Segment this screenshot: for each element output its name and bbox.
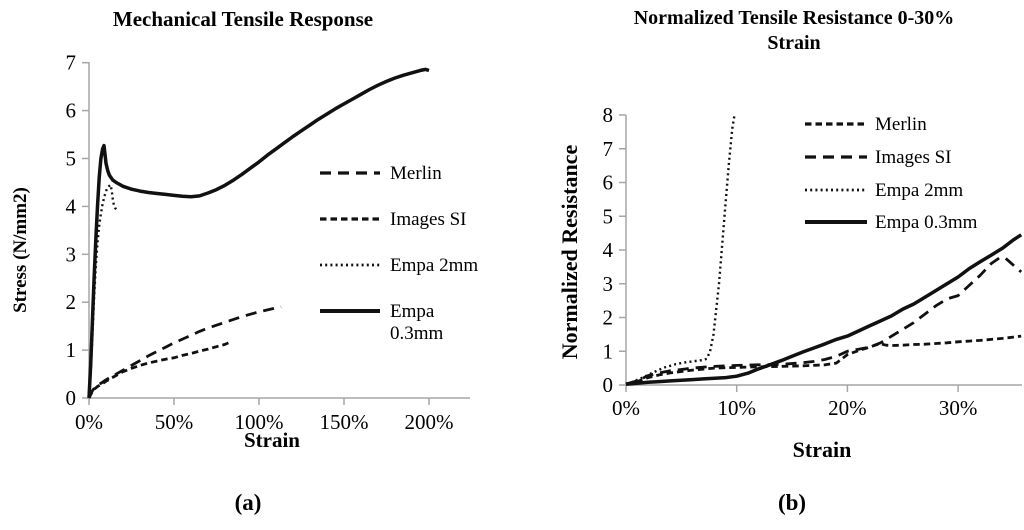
- legend-label-empa-0-3mm: Empa 0.3mm: [875, 212, 978, 233]
- series-empa-0-3mm: [625, 233, 1023, 387]
- x-tick-label: 150%: [320, 410, 369, 434]
- chart-b-title-line-2: Strain: [767, 32, 821, 54]
- chart-b-x-axis-label: Strain: [792, 437, 852, 462]
- y-tick-label: 0: [66, 386, 77, 410]
- caption-b: (b): [777, 490, 807, 515]
- legend-label-empa-2mm: Empa 2mm: [390, 255, 478, 276]
- legend-label-images-si: Images SI: [875, 147, 952, 168]
- chart-b-y-axis-label: Normalized Resistance: [557, 144, 582, 360]
- legend-label-empa-2mm: Empa 2mm: [875, 180, 963, 201]
- legend-label-images-si: Images SI: [390, 209, 467, 230]
- x-tick-label: 30%: [939, 396, 978, 420]
- chart-b-title: Normalized Tensile Resistance 0-30% Stra…: [574, 6, 1014, 56]
- y-tick-label: 0: [603, 373, 614, 397]
- y-tick-label: 5: [66, 147, 77, 171]
- legend-label-empa-0-3mm: Empa 0.3mm: [390, 301, 444, 344]
- y-tick-label: 2: [603, 306, 614, 330]
- series-empa-0-3mm: [87, 67, 430, 399]
- x-tick-label: 50%: [155, 410, 194, 434]
- y-tick-label: 4: [66, 194, 77, 218]
- y-tick-label: 2: [66, 290, 77, 314]
- x-tick-label: 0%: [75, 410, 103, 434]
- series-images-si: [625, 255, 1023, 386]
- y-tick-label: 6: [603, 171, 614, 195]
- chart-a-title: Mechanical Tensile Response: [112, 7, 374, 31]
- y-tick-label: 7: [66, 51, 77, 75]
- caption-a: (a): [234, 490, 262, 515]
- figure-panel-a: 0 1 2 3 4 5 6 7 0% 50% 100% 150% 200% Merlin Images SI…: [10, 7, 479, 515]
- y-tick-label: 1: [603, 339, 614, 363]
- y-tick-label: 3: [603, 272, 614, 296]
- figure-panel-b: 0 1 2 3 4 5 6 7 8 0% 10% 20% 30% Merlin Images SI Empa …: [512, 0, 1024, 530]
- x-tick-label: 20%: [828, 396, 867, 420]
- y-tick-label: 8: [603, 103, 614, 127]
- x-tick-label: 10%: [717, 396, 756, 420]
- y-tick-label: 6: [66, 99, 77, 123]
- chart-a-canvas: 0 1 2 3 4 5 6 7 0% 50% 100% 150% 200% Merlin Images SI…: [66, 51, 479, 434]
- series-empa-2mm: [625, 114, 736, 386]
- legend-label-merlin: Merlin: [390, 163, 442, 184]
- y-tick-label: 1: [66, 338, 77, 362]
- chart-a-y-axis-label: Stress (N/mm2): [10, 187, 31, 313]
- x-tick-label: 0%: [612, 396, 640, 420]
- y-tick-label: 7: [603, 137, 614, 161]
- x-tick-label: 100%: [235, 410, 284, 434]
- y-tick-label: 4: [603, 238, 614, 262]
- y-tick-label: 5: [603, 204, 614, 228]
- x-tick-label: 200%: [405, 410, 454, 434]
- y-tick-label: 3: [66, 242, 77, 266]
- series-images-si: [87, 341, 229, 399]
- series-merlin: [87, 305, 282, 399]
- chart-b-title-line-1: Normalized Tensile Resistance 0-30%: [633, 7, 955, 29]
- chart-a-x-axis-label: Strain: [243, 428, 300, 452]
- chart-b-canvas: 0 1 2 3 4 5 6 7 8 0% 10% 20% 30% Merlin Images SI Empa …: [603, 103, 1023, 420]
- legend-label-merlin: Merlin: [875, 114, 927, 135]
